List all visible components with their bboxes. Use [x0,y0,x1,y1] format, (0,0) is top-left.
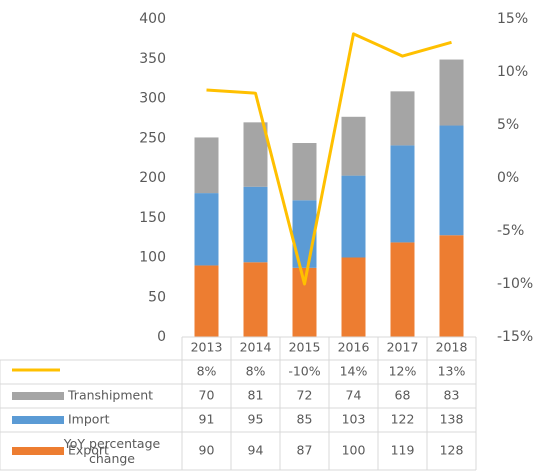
y-tick-label: 100 [139,250,166,266]
table-cell: 13% [438,364,466,379]
table-cell: 12% [389,364,417,379]
x-tick-label: 2017 [387,340,419,355]
table-cell: 138 [440,412,464,427]
y-tick-label: 250 [139,130,166,146]
bar [194,193,219,266]
y-tick-label: 50 [148,289,166,305]
y-tick-label: 150 [139,210,166,226]
y2-tick-label: 10% [497,64,528,80]
y-tick-label: 0 [157,329,166,345]
legend-swatch [12,447,64,455]
legend-label: Import [68,412,110,427]
table-cell: 90 [199,443,215,458]
legend-label: Transhipment [67,388,153,403]
table-cell: 68 [395,388,411,403]
line [206,32,452,286]
bar [341,175,366,258]
y-tick-label: 300 [139,91,166,107]
bar [194,265,219,337]
bar [390,91,415,146]
table-cell: 14% [340,364,368,379]
bar [243,122,268,187]
table-cell: 100 [342,443,366,458]
table-cell: 74 [346,388,362,403]
x-tick-label: 2016 [338,340,370,355]
legend-swatch [12,392,64,400]
table-cell: 70 [199,388,215,403]
bar [439,59,464,126]
x-tick-label: 2013 [191,340,223,355]
y2-tick-label: 0% [497,170,519,186]
bar [292,143,317,201]
table-cell: 72 [297,388,313,403]
table-cell: 91 [199,412,215,427]
x-tick-label: 2015 [289,340,321,355]
table-cell: 85 [297,412,313,427]
table-cell: 94 [248,443,264,458]
x-tick-label: 2018 [436,340,468,355]
y-tick-label: 350 [139,51,166,67]
legend-label: YoY percentage change [63,436,161,466]
bar [194,137,219,194]
table-cell: 128 [440,443,464,458]
y2-tick-label: 15% [497,11,528,27]
bar [390,145,415,243]
bar [439,125,464,236]
y-tick-label: 200 [139,170,166,186]
y2-tick-label: 5% [497,117,519,133]
table-cell: 8% [246,364,266,379]
table-cell: -10% [288,364,320,379]
y-tick-label: 400 [139,11,166,27]
table-cell: 87 [297,443,313,458]
table-cell: 8% [197,364,217,379]
bar [390,242,415,337]
table-cell: 122 [391,412,415,427]
bar [439,235,464,337]
bar [341,116,366,176]
bar [243,262,268,337]
legend-swatch [12,416,64,424]
table-cell: 119 [391,443,415,458]
table-cell: 83 [444,388,460,403]
bar [243,186,268,263]
legend-label: Export [68,443,109,458]
bar [341,257,366,337]
y2-tick-label: -15% [497,329,533,345]
table-cell: 95 [248,412,264,427]
y2-tick-label: -10% [497,276,533,292]
table-cell: 103 [342,412,366,427]
y2-tick-label: -5% [497,223,524,239]
table-cell: 81 [248,388,264,403]
x-tick-label: 2014 [240,340,272,355]
